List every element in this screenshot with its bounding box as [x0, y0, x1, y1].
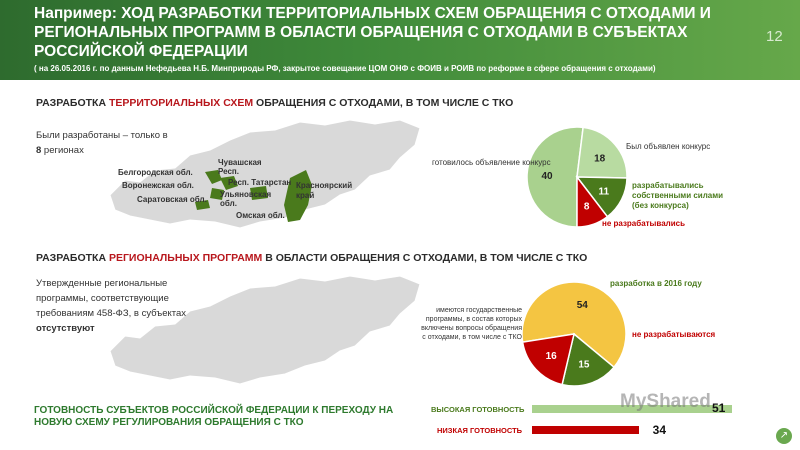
pie2-label-exist: имеются государственные программы, в сос…: [421, 307, 522, 341]
section1-title: РАЗРАБОТКА ТЕРРИТОРИАЛЬНЫХ СХЕМ ОБРАЩЕНИ…: [36, 97, 514, 109]
pie2-dev2016-slice: [561, 332, 616, 387]
pie1-label-not: не разрабатывались: [602, 219, 686, 228]
page-subtitle: ( на 26.05.2016 г. по данным Нефедьева Н…: [34, 64, 656, 73]
russia-map-2: [109, 275, 421, 385]
pie2-label-not: не разрабатываются: [632, 330, 716, 339]
label-voronezh: Воронежская обл.: [122, 181, 194, 190]
pie2-not-value-label: 16: [546, 351, 558, 362]
label-ulyanovsk: Ульяновская обл.: [220, 190, 272, 208]
section2-text: Утвержденные региональные программы, соо…: [36, 278, 187, 334]
section2-title: РАЗРАБОТКА РЕГИОНАЛЬНЫХ ПРОГРАММ В ОБЛАС…: [36, 252, 588, 264]
readiness-title: ГОТОВНОСТЬ СУБЪЕКТОВ РОССИЙСКОЙ ФЕДЕРАЦИ…: [34, 405, 394, 428]
pie2-label-dev2016: разработка в 2016 году: [610, 279, 702, 288]
pie1-label-own: разрабатывались собственными силами (без…: [632, 181, 724, 210]
pie1-label-contest: Был объявлен конкурс: [626, 142, 711, 151]
page-title: Например: ХОД РАЗРАБОТКИ ТЕРРИТОРИАЛЬНЫХ…: [34, 5, 711, 60]
pie2-exist-slice: [521, 281, 627, 369]
pie1-prepared-slice: [526, 126, 584, 228]
watermark: MyShared: [620, 391, 711, 412]
pie1-prepared-value-label: 40: [541, 171, 553, 182]
pie-chart-1: 40 18 11 8: [526, 126, 628, 228]
pie1-contest-value-label: 18: [594, 153, 606, 164]
pie2-dev2016-value-label: 15: [578, 360, 590, 371]
page-number: 12: [766, 28, 783, 45]
russia-map-1: [109, 119, 421, 229]
high-readiness-label: ВЫСОКАЯ ГОТОВНОСТЬ: [431, 405, 525, 414]
label-krasnoyarsk: Красноярский край: [296, 181, 353, 200]
pie1-own-value-label: 11: [598, 187, 609, 198]
section1-text: Были разработаны – только в 8 регионах: [36, 130, 168, 156]
pie1-label-prepared: готовилось объявление конкурс: [432, 158, 551, 167]
pie2-exist-value-label: 54: [577, 300, 589, 311]
label-chuvash: Чувашская Респ.: [218, 158, 262, 176]
pie1-not-slice: [576, 174, 609, 228]
low-readiness-label: НИЗКАЯ ГОТОВНОСТЬ: [437, 426, 523, 435]
low-readiness-value: 34: [652, 423, 667, 437]
label-saratov: Саратовская обл.: [137, 195, 207, 204]
label-tatarstan: Респ. Татарстан: [228, 178, 292, 187]
header-banner: Например: ХОД РАЗРАБОТКИ ТЕРРИТОРИАЛЬНЫХ…: [0, 0, 800, 80]
pie1-not-value-label: 8: [584, 201, 590, 212]
high-readiness-bar: [532, 405, 732, 413]
pie2-not-slice: [521, 333, 575, 386]
high-readiness-value: 51: [712, 401, 726, 415]
label-belgorod: Белгородская обл.: [118, 168, 193, 177]
navigation-arrow-icon[interactable]: ↗: [776, 428, 792, 444]
low-readiness-bar: [532, 426, 639, 434]
pie-chart-2: 54 15 16: [521, 281, 627, 387]
label-omsk: Омская обл.: [236, 211, 285, 220]
pie1-contest-slice: [576, 126, 628, 179]
